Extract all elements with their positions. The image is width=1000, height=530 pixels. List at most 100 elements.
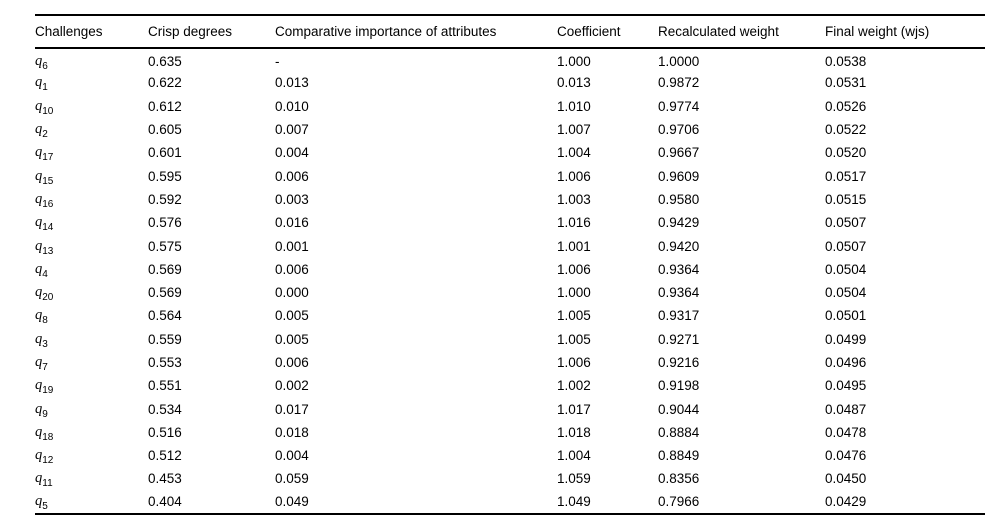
challenge-cell: q14	[35, 211, 148, 234]
recalculated-weight-cell: 0.9580	[658, 191, 700, 207]
comparative-importance-cell: 0.000	[275, 285, 309, 301]
comparative-importance-cell: 0.006	[275, 355, 309, 370]
challenge-label: q11	[35, 470, 53, 488]
crisp-degree-cell: 0.592	[148, 191, 182, 207]
recalculated-weight-cell: 0.9317	[658, 308, 700, 324]
challenge-cell: q19	[35, 374, 148, 397]
recalculated-weight-cell: 0.9774	[658, 98, 700, 114]
challenge-base: q	[35, 423, 43, 440]
recalculated-weight-cell: 0.7966	[658, 494, 700, 510]
column-header-crisp-degrees: Crisp degrees	[148, 24, 233, 39]
challenge-subscript: 2	[42, 128, 48, 140]
final-weight-cell: 0.0520	[825, 145, 867, 161]
comparative-importance-cell: 0.005	[275, 308, 309, 324]
table-row: q15 0.595 0.006 1.006 0.9609 0.0517	[35, 164, 985, 187]
coefficient-cell: 1.005	[557, 308, 591, 324]
challenge-label: q13	[35, 237, 53, 256]
coefficient-cell: 1.002	[557, 378, 591, 394]
coefficient-cell: 1.000	[557, 54, 591, 70]
challenge-cell: q20	[35, 281, 148, 304]
column-header-final-weight: Final weight (wjs)	[825, 24, 930, 39]
final-weight-cell: 0.0517	[825, 168, 867, 184]
recalculated-weight-cell: 0.9198	[658, 378, 700, 394]
challenge-label: q1	[35, 74, 48, 92]
table-row: q11 0.453 0.059 1.059 0.8356 0.0450	[35, 467, 985, 490]
coefficient-cell: 1.006	[557, 261, 591, 277]
challenge-base: q	[35, 447, 43, 464]
table-row: q4 0.569 0.006 1.006 0.9364 0.0504	[35, 258, 985, 281]
challenge-base: q	[35, 97, 43, 114]
final-weight-cell: 0.0507	[825, 215, 867, 231]
comparative-importance-cell: 0.049	[275, 494, 309, 510]
challenge-subscript: 19	[42, 385, 54, 397]
challenge-cell: q16	[35, 188, 148, 211]
crisp-degree-cell: 0.512	[148, 448, 182, 464]
challenge-base: q	[35, 493, 43, 510]
challenge-label: q18	[35, 423, 53, 442]
table-row: q20 0.569 0.000 1.000 0.9364 0.0504	[35, 281, 985, 304]
crisp-degree-cell: 0.576	[148, 215, 182, 231]
coefficient-cell: 1.004	[557, 145, 591, 161]
recalculated-weight-cell: 1.0000	[658, 54, 700, 70]
crisp-degree-cell: 0.569	[148, 285, 182, 301]
challenge-base: q	[35, 53, 43, 70]
table-row: q17 0.601 0.004 1.004 0.9667 0.0520	[35, 141, 985, 164]
final-weight-cell: 0.0531	[825, 75, 867, 91]
challenge-cell: q8	[35, 304, 148, 327]
table-header-row: Challenges Crisp degrees Comparative imp…	[35, 15, 985, 48]
recalculated-weight-cell: 0.9271	[658, 331, 700, 347]
recalculated-weight-cell: 0.9429	[658, 215, 700, 231]
recalculated-weight-cell: 0.9872	[658, 75, 700, 91]
comparative-importance-cell: 0.013	[275, 75, 309, 91]
challenge-subscript: 5	[42, 501, 48, 513]
coefficient-cell: 1.000	[557, 285, 591, 301]
recalculated-weight-cell: 0.9706	[658, 122, 700, 138]
column-header-challenges: Challenges	[35, 24, 103, 39]
final-weight-cell: 0.0515	[825, 191, 867, 207]
comparative-importance-cell: -	[275, 54, 280, 70]
challenge-cell: q18	[35, 421, 148, 444]
challenge-cell: q9	[35, 397, 148, 420]
challenge-subscript: 7	[42, 361, 48, 373]
challenge-subscript: 20	[42, 292, 54, 303]
challenge-base: q	[35, 470, 43, 487]
final-weight-cell: 0.0495	[825, 378, 867, 394]
crisp-degree-cell: 0.622	[148, 75, 182, 91]
challenge-base: q	[35, 307, 43, 324]
recalculated-weight-cell: 0.9364	[658, 261, 700, 277]
comparative-importance-cell: 0.001	[275, 238, 309, 254]
challenge-cell: q17	[35, 141, 148, 164]
comparative-importance-cell: 0.010	[275, 98, 309, 114]
challenge-cell: q15	[35, 164, 148, 187]
challenge-subscript: 12	[42, 455, 54, 467]
weights-table: Challenges Crisp degrees Comparative imp…	[35, 14, 985, 515]
table-row: q3 0.559 0.005 1.005 0.9271 0.0499	[35, 328, 985, 351]
crisp-degree-cell: 0.559	[148, 331, 182, 347]
recalculated-weight-cell: 0.9420	[658, 238, 700, 254]
recalculated-weight-cell: 0.9044	[658, 401, 700, 417]
coefficient-cell: 1.005	[557, 331, 591, 347]
recalculated-weight-cell: 0.9667	[658, 145, 700, 161]
challenge-label: q15	[35, 167, 53, 186]
coefficient-cell: 1.006	[557, 355, 591, 370]
challenge-base: q	[35, 237, 43, 254]
coefficient-cell: 1.017	[557, 401, 591, 417]
challenge-base: q	[35, 74, 43, 91]
challenge-label: q5	[35, 493, 48, 513]
final-weight-cell: 0.0476	[825, 448, 867, 464]
crisp-degree-cell: 0.612	[148, 98, 182, 114]
coefficient-cell: 1.003	[557, 191, 591, 207]
challenge-base: q	[35, 167, 43, 184]
crisp-degree-cell: 0.605	[148, 122, 182, 138]
table-row: q10 0.612 0.010 1.010 0.9774 0.0526	[35, 95, 985, 118]
recalculated-weight-cell: 0.8884	[658, 424, 700, 440]
crisp-degree-cell: 0.516	[148, 424, 182, 440]
final-weight-cell: 0.0496	[825, 355, 867, 370]
challenge-subscript: 4	[42, 268, 48, 280]
table-row: q8 0.564 0.005 1.005 0.9317 0.0501	[35, 304, 985, 327]
challenge-subscript: 6	[42, 61, 48, 72]
final-weight-cell: 0.0499	[825, 331, 867, 347]
recalculated-weight-cell: 0.9216	[658, 355, 700, 370]
comparative-importance-cell: 0.016	[275, 215, 309, 231]
challenge-label: q7	[35, 354, 48, 373]
